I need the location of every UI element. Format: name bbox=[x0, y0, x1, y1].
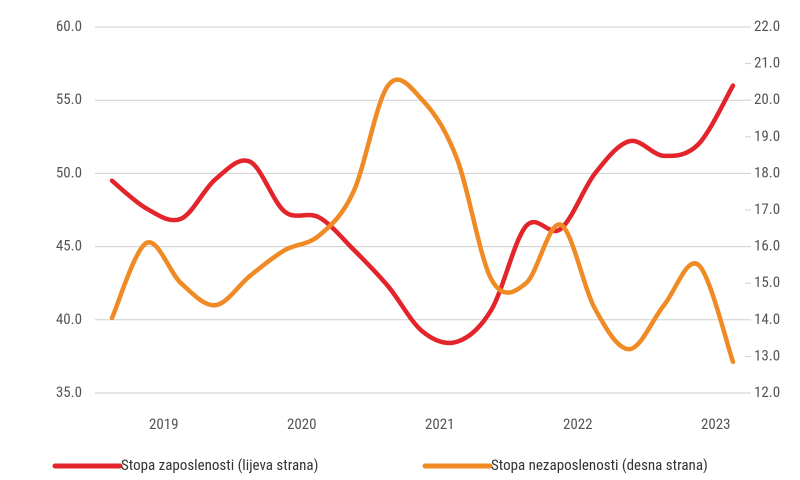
y2-tick-label: 12.0 bbox=[754, 383, 780, 401]
y-tick-label: 45.0 bbox=[56, 237, 82, 255]
legend-label: Stopa zaposlenosti (lijeva strana) bbox=[121, 456, 318, 474]
y2-tick-label: 13.0 bbox=[754, 346, 780, 364]
y-tick-label: 60.0 bbox=[56, 17, 82, 35]
y2-tick-label: 18.0 bbox=[754, 163, 780, 181]
x-tick-label: 2022 bbox=[563, 415, 593, 433]
y2-tick-label: 15.0 bbox=[754, 273, 780, 291]
line-series bbox=[109, 83, 736, 346]
x-tick-label: 2023 bbox=[701, 415, 731, 433]
y-tick-label: 40.0 bbox=[56, 310, 82, 328]
y2-tick-label: 21.0 bbox=[754, 54, 780, 72]
y-tick-label: 55.0 bbox=[56, 90, 82, 108]
y2-tick-label: 14.0 bbox=[754, 310, 780, 328]
y2-tick-label: 20.0 bbox=[754, 90, 780, 108]
y-tick-label: 50.0 bbox=[56, 163, 82, 181]
y2-tick-label: 22.0 bbox=[754, 17, 780, 35]
y2-tick-label: 16.0 bbox=[754, 237, 780, 255]
x-tick-label: 2019 bbox=[149, 415, 179, 433]
line-series bbox=[109, 77, 736, 365]
x-tick-label: 2020 bbox=[287, 415, 317, 433]
legend-label: Stopa nezaposlenosti (desna strana) bbox=[491, 456, 708, 474]
y-tick-label: 35.0 bbox=[56, 383, 82, 401]
y2-tick-label: 17.0 bbox=[754, 200, 780, 218]
x-tick-label: 2021 bbox=[425, 415, 455, 433]
y2-tick-label: 19.0 bbox=[754, 127, 780, 145]
